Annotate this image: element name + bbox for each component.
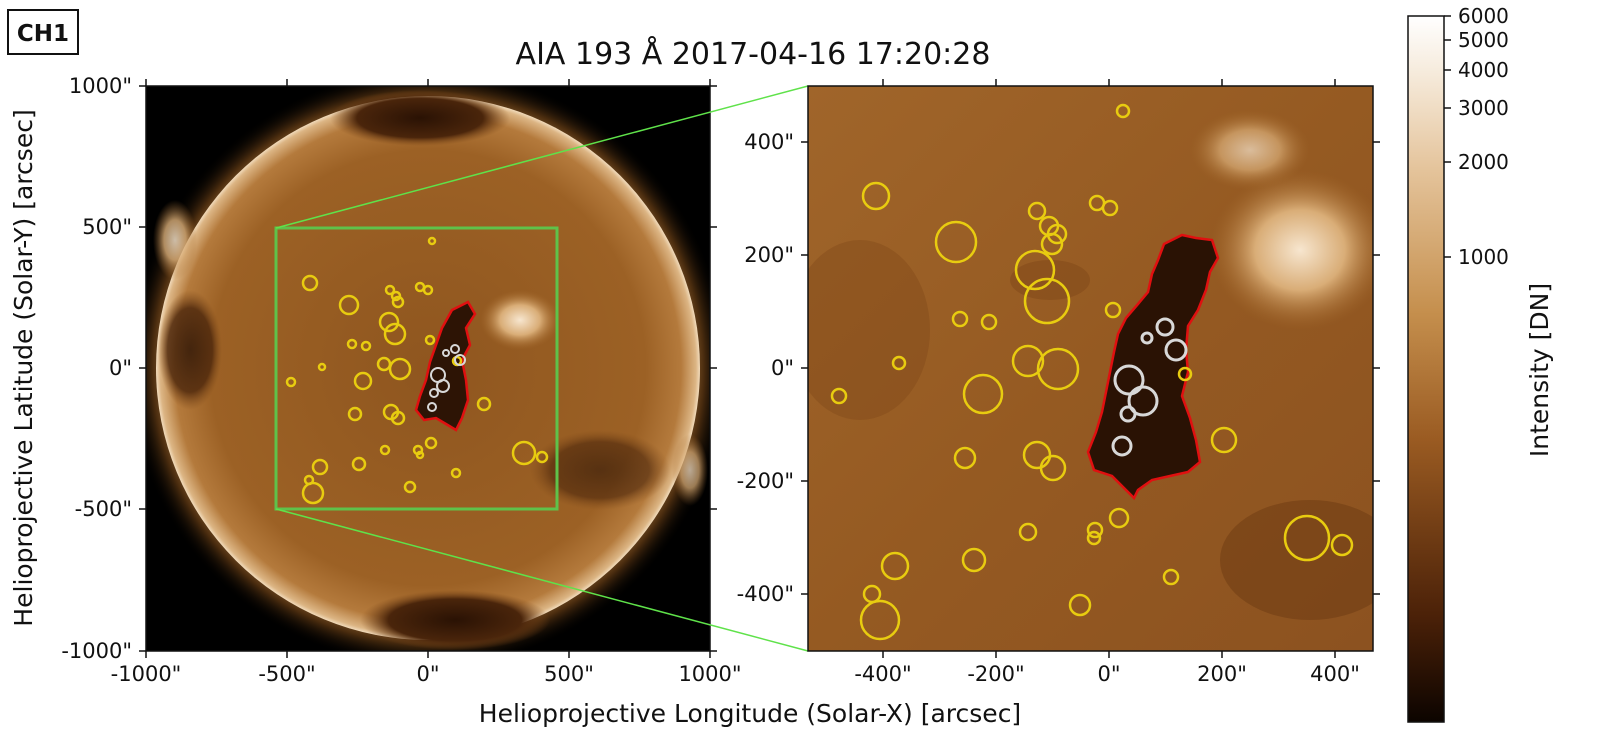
colorbar (1407, 15, 1445, 723)
left-x-tick-label: -500" (258, 662, 315, 686)
colorbar-tick-label: 6000 (1458, 4, 1509, 28)
colorbar-tick-label: 3000 (1458, 96, 1509, 120)
x-axis-title: Helioprojective Longitude (Solar-X) [arc… (479, 699, 1021, 728)
right-axis-ticks (801, 79, 1380, 658)
full-disk-image (146, 86, 710, 651)
panel-badge-label: CH1 (17, 21, 69, 47)
panel-badge-box (7, 9, 79, 55)
colorbar-ticks (1444, 15, 1451, 258)
right-y-tick-label: -200" (737, 469, 794, 493)
bright-point-markers-zoom (830, 103, 1354, 641)
coronal-hole-contour-full-disk (414, 300, 477, 432)
right-y-tick-label: 400" (744, 130, 794, 154)
y-axis-title: Helioprojective Latitude (Solar-Y) [arcs… (9, 109, 38, 626)
right-x-tick-label: -200" (967, 662, 1024, 686)
white-markers-zoom (1111, 317, 1188, 457)
left-y-tick-label: 0" (109, 356, 132, 380)
right-x-tick-label: -400" (854, 662, 911, 686)
left-y-tick-label: 500" (82, 215, 132, 239)
left-x-tick-label: 1000" (678, 662, 741, 686)
right-x-tick-label: 200" (1197, 662, 1247, 686)
zoom-image (808, 86, 1373, 651)
left-y-tick-label: 1000" (69, 74, 132, 98)
zoom-connector-top (275, 85, 809, 229)
white-markers-full-disk (427, 344, 466, 412)
right-x-tick-label: 0" (1097, 662, 1120, 686)
colorbar-tick-label: 4000 (1458, 58, 1509, 82)
right-y-tick-label: 0" (771, 356, 794, 380)
bright-point-markers-full-disk (285, 236, 549, 505)
zoom-region-box (274, 226, 559, 511)
left-y-tick-label: -1000" (61, 639, 132, 663)
left-axis-ticks (139, 79, 717, 658)
right-y-tick-label: 200" (744, 243, 794, 267)
left-y-tick-label: -500" (75, 497, 132, 521)
colorbar-title: Intensity [DN] (1525, 283, 1554, 457)
left-x-tick-label: 0" (416, 662, 439, 686)
left-x-tick-label: -1000" (111, 662, 182, 686)
colorbar-tick-label: 1000 (1458, 245, 1509, 269)
right-x-tick-label: 400" (1310, 662, 1360, 686)
zoom-connector-bottom (275, 508, 809, 652)
figure-title: AIA 193 Å 2017-04-16 17:20:28 (516, 36, 991, 72)
right-y-tick-label: -400" (737, 582, 794, 606)
colorbar-tick-label: 5000 (1458, 28, 1509, 52)
colorbar-tick-label: 2000 (1458, 150, 1509, 174)
left-x-tick-label: 500" (544, 662, 594, 686)
coronal-hole-contour-zoom (1086, 233, 1220, 501)
